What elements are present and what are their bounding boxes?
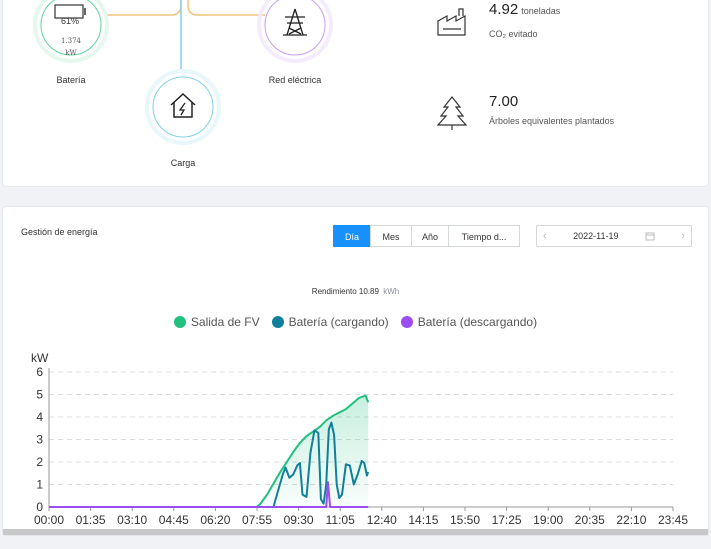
tab-month[interactable]: Mes [370,225,412,247]
chart-legend: Salida de FV Batería (cargando) Batería … [3,315,708,329]
legend-item-battery-discharging[interactable]: Batería (descargando) [400,315,538,329]
load-node [152,76,214,138]
series-line-1 [49,421,370,508]
y-axis-label: kW [31,351,49,365]
trees-desc: Árboles equivalentes plantados [489,116,615,126]
tree-icon [436,96,468,130]
battery-icon [54,4,84,19]
energy-flow-card: 61% 1.374 kW Batería Red eléctrica Carga… [2,0,709,187]
tab-year[interactable]: Año [411,225,449,247]
series-area-0 [49,395,369,507]
y-tick-label: 5 [36,388,43,402]
co2-value: 4.92 [489,1,519,18]
next-date-icon[interactable]: › [681,230,685,242]
y-tick-label: 0 [36,500,43,514]
date-value: 2022-11-19 [573,231,619,241]
x-tick-label: 07:55 [242,513,272,527]
legend-label-battery-charging: Batería (cargando) [288,315,389,329]
load-label: Carga [170,158,196,168]
x-tick-label: 19:00 [533,513,563,527]
battery-label: Batería [56,75,86,85]
power-chart: kW 0 1 2 3 4 5 6 00:00 01:35 03:10 04:45 06:20 07:55 0… [31,351,688,527]
tab-lifetime[interactable]: Tiempo d... [448,225,520,247]
prev-date-icon[interactable]: ‹ [543,230,547,242]
legend-label-pv: Salida de FV [190,315,260,329]
grid-node-halo [257,0,333,63]
x-tick-label: 03:10 [117,513,147,527]
x-tick-label: 14:15 [408,513,438,527]
factory-icon [437,8,466,36]
legend-dot-battery-charging [271,316,284,328]
yield-unit: kWh [383,287,400,296]
date-picker[interactable]: ‹ 2022-11-19 › [536,225,692,247]
legend-label-battery-discharging: Batería (descargando) [417,315,538,329]
x-tick-label: 23:45 [658,513,688,527]
y-tick-label: 1 [36,478,43,492]
series-line-0 [49,394,370,508]
series-line-2 [49,481,369,508]
y-tick-label: 3 [36,433,43,447]
legend-dot-pv [173,316,186,328]
x-tick-label: 17:25 [492,513,522,527]
battery-connector [105,0,182,16]
grid-node [264,0,326,56]
calendar-icon[interactable] [645,231,655,241]
y-tick-label: 4 [36,410,43,424]
horizontal-scrollbar[interactable] [3,529,708,535]
co2-desc: CO₂ evitado [489,29,538,39]
x-tick-label: 04:45 [159,513,189,527]
battery-power-unit: kW [65,49,77,57]
x-tick-label: 11:05 [326,513,355,527]
x-tick-label: 00:00 [34,513,64,527]
battery-percent: 61% [60,16,79,26]
x-tick-label: 09:30 [284,513,314,527]
battery-power-value: 1.374 [60,37,82,45]
load-node-halo [145,69,221,145]
period-tabs: Día Mes Año Tiempo d... [333,225,520,247]
section-title: Gestión de energía [21,227,98,237]
x-tick-label: 15:50 [450,513,480,527]
x-tick-label: 20:35 [575,513,605,527]
legend-dot-battery-discharging [400,316,413,328]
battery-node-halo [33,0,109,63]
legend-item-battery-charging[interactable]: Batería (cargando) [271,315,389,329]
yield-summary: Rendimiento 10.89 kWh [3,287,708,296]
x-tick-label: 12:40 [367,513,397,527]
house-load-icon [170,92,196,118]
power-pylon-icon [283,8,307,36]
flow-diagram [33,0,333,145]
yield-value: Rendimiento 10.89 [311,287,379,296]
x-tick-label: 06:20 [200,513,230,527]
grid-label: Red eléctrica [268,75,322,85]
y-tick-label: 2 [36,455,43,469]
y-tick-label: 6 [36,365,43,379]
legend-item-pv[interactable]: Salida de FV [173,315,260,329]
x-tick-label: 01:35 [76,513,106,527]
grid-connector [187,0,265,16]
co2-unit: toneladas [521,6,561,16]
x-tick-label: 22:10 [616,513,646,527]
energy-management-card: Gestión de energía Día Mes Año Tiempo d.… [2,206,709,536]
tab-day[interactable]: Día [333,225,371,247]
trees-value: 7.00 [489,93,519,110]
